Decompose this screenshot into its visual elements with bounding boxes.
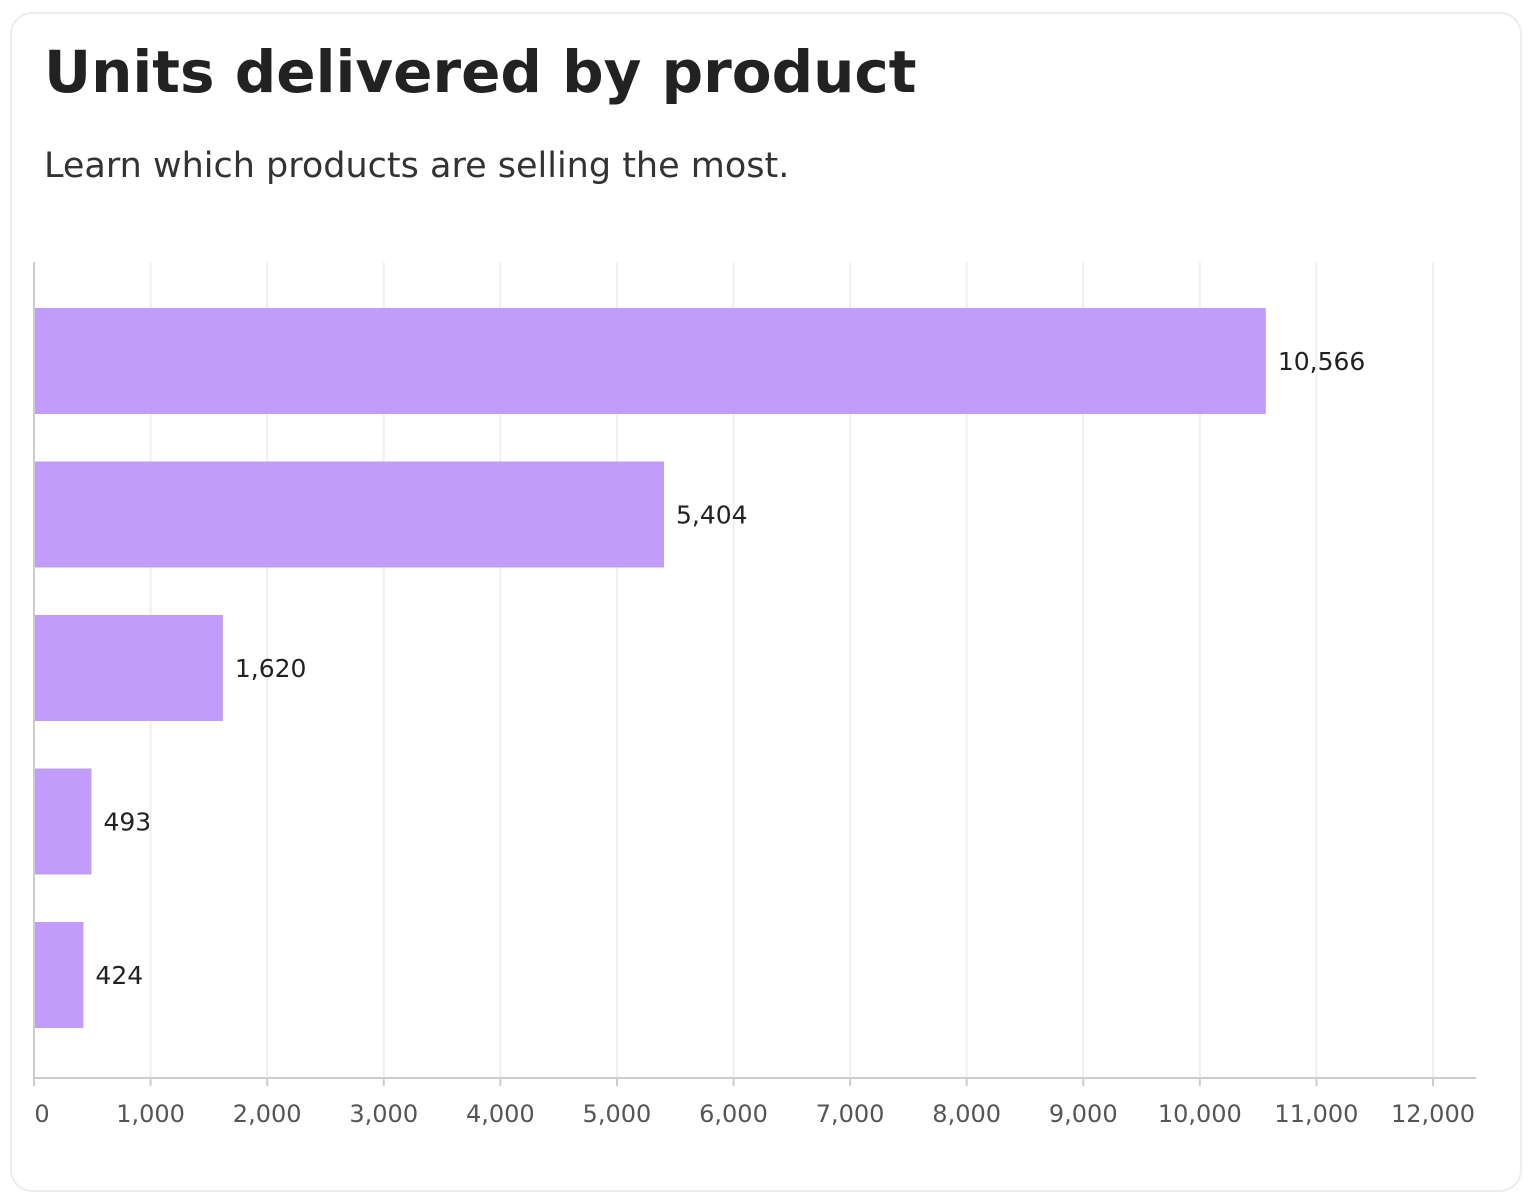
x-tick-label: 9,000 <box>1049 1100 1118 1128</box>
x-tick-label: 8,000 <box>932 1100 1001 1128</box>
bar-value-label: 493 <box>103 808 151 837</box>
bar-value-label: 1,620 <box>235 654 307 683</box>
bar[interactable] <box>35 461 665 568</box>
x-tick-label: 11,000 <box>1274 1100 1358 1128</box>
x-tick-label: 6,000 <box>699 1100 768 1128</box>
chart-title: Units delivered by product <box>44 38 917 106</box>
bar-value-label: 424 <box>95 961 143 990</box>
x-tick-label: 2,000 <box>233 1100 302 1128</box>
bar[interactable] <box>35 308 1266 414</box>
bar[interactable] <box>35 615 223 721</box>
bar-value-label: 5,404 <box>676 501 748 530</box>
chart-subtitle: Learn which products are selling the mos… <box>44 146 790 186</box>
x-tick-label: 0 <box>34 1100 49 1128</box>
chart-card <box>10 12 1522 1192</box>
x-tick-label: 4,000 <box>466 1100 535 1128</box>
x-tick-label: 7,000 <box>816 1100 885 1128</box>
x-tick-label: 1,000 <box>116 1100 185 1128</box>
bar-value-label: 10,566 <box>1278 347 1365 376</box>
x-tick-label: 5,000 <box>583 1100 652 1128</box>
bar[interactable] <box>35 768 92 875</box>
x-tick-label: 3,000 <box>349 1100 418 1128</box>
x-tick-label: 12,000 <box>1391 1100 1475 1128</box>
bar[interactable] <box>35 922 84 1028</box>
x-tick-label: 10,000 <box>1158 1100 1242 1128</box>
